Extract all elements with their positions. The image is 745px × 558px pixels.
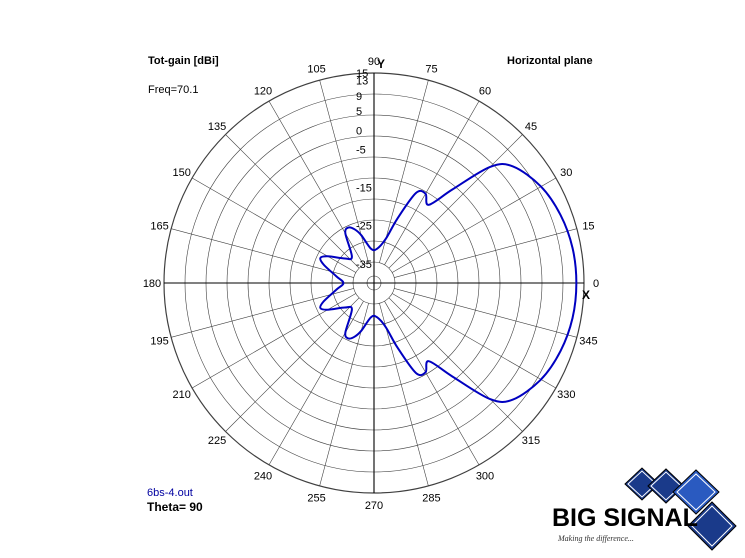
radial-tick-label: 0	[356, 125, 362, 137]
grid-spoke	[388, 297, 523, 432]
grid-spoke	[384, 100, 480, 265]
radial-tick-label: 15	[356, 68, 368, 80]
plane-label: Horizontal plane	[507, 55, 593, 67]
grid-spoke	[191, 177, 356, 273]
angle-tick-label: 300	[476, 470, 494, 482]
grid-spoke	[379, 80, 429, 263]
radial-tick-label: -25	[356, 221, 372, 233]
grid-spoke	[225, 134, 360, 269]
grid-spoke	[171, 228, 354, 278]
logo-tagline: Making the difference...	[557, 534, 634, 543]
angle-tick-label: 135	[208, 121, 226, 133]
grid-spoke	[384, 301, 480, 466]
grid-spoke	[268, 301, 364, 466]
angle-tick-label: 105	[307, 64, 325, 76]
grid-spoke	[268, 100, 364, 265]
y-axis-label: Y	[377, 57, 386, 71]
grid-spoke	[191, 293, 356, 389]
angle-tick-label: 120	[254, 86, 272, 98]
logo-text: BIG SIGNAL	[552, 504, 698, 532]
angle-tick-label: 30	[560, 167, 572, 179]
angle-tick-label: 15	[582, 221, 594, 233]
grid-spoke	[319, 80, 369, 263]
big-signal-logo: BIG SIGNAL Making the difference...	[552, 467, 737, 551]
grid-spoke	[392, 177, 557, 273]
polar-grid	[163, 72, 585, 494]
file-name-label: 6bs-4.out	[147, 487, 193, 499]
frequency-label: Freq=70.1	[148, 84, 199, 96]
grid-spoke	[394, 288, 577, 338]
angle-tick-label: 0	[593, 278, 599, 290]
grid-spoke	[388, 134, 523, 269]
angle-tick-label: 240	[254, 470, 272, 482]
grid-spoke	[379, 303, 429, 486]
radial-tick-label: -15	[356, 183, 372, 195]
angle-tick-label: 315	[522, 435, 540, 447]
tick-labels: 0153045607590105120135150165180195210225…	[143, 56, 599, 512]
angle-tick-label: 180	[143, 278, 161, 290]
angle-tick-label: 195	[150, 335, 168, 347]
radial-tick-label: 13	[356, 76, 368, 88]
angle-tick-label: 255	[307, 492, 325, 504]
radial-tick-label: 9	[356, 91, 362, 103]
chart-title: Tot-gain [dBi]	[148, 55, 219, 67]
angle-tick-label: 330	[557, 389, 575, 401]
grid-spoke	[171, 288, 354, 338]
angle-tick-label: 210	[173, 389, 191, 401]
angle-tick-label: 285	[422, 492, 440, 504]
grid-spoke	[319, 303, 369, 486]
logo-diamonds	[624, 467, 737, 551]
grid-spoke	[394, 228, 577, 278]
angle-tick-label: 165	[150, 221, 168, 233]
angle-tick-label: 225	[208, 435, 226, 447]
angle-tick-label: 345	[579, 335, 597, 347]
angle-tick-label: 90	[368, 56, 380, 68]
angle-tick-label: 60	[479, 86, 491, 98]
angle-tick-label: 150	[173, 167, 191, 179]
angle-tick-label: 270	[365, 500, 383, 512]
grid-spoke	[225, 297, 360, 432]
angle-tick-label: 75	[425, 64, 437, 76]
radial-tick-label: -35	[356, 259, 372, 271]
gain-pattern-line	[319, 162, 578, 404]
radial-tick-label: -5	[356, 144, 366, 156]
radial-tick-label: 5	[356, 106, 362, 118]
grid-spoke	[392, 293, 557, 389]
gain-trace-group	[319, 162, 578, 404]
angle-tick-label: 45	[525, 121, 537, 133]
theta-label: Theta= 90	[147, 500, 203, 514]
x-axis-label: X	[582, 288, 591, 302]
